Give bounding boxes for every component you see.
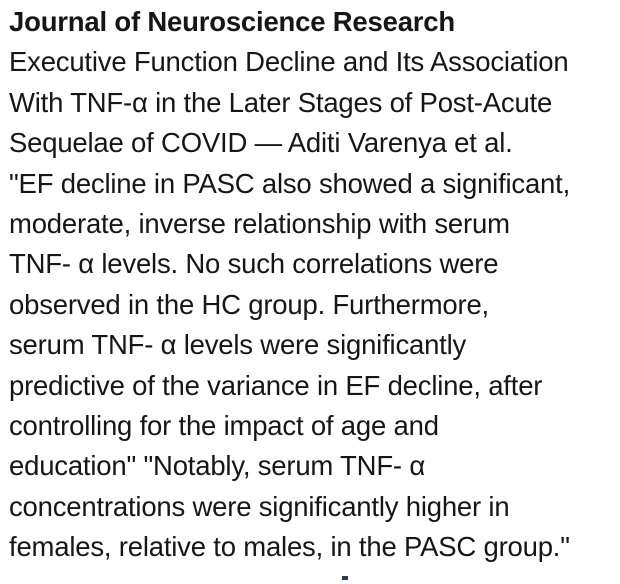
quote-line: controlling for the impact of age and — [9, 410, 439, 442]
quote-line: education" "Notably, serum TNF- α — [9, 450, 426, 482]
quote-line: concentrations were significantly higher… — [9, 490, 510, 522]
quote-line: TNF- α levels. No such correlations were — [9, 248, 499, 280]
quote-line: serum TNF- α levels were significantly — [9, 329, 467, 361]
citation-line: With TNF-α in the Later Stages of Post-A… — [9, 86, 553, 118]
quote-line: predictive of the variance in EF decline… — [9, 369, 543, 401]
quote-line: observed in the HC group. Furthermore, — [9, 288, 489, 320]
quote-line: moderate, inverse relationship with seru… — [9, 208, 510, 240]
cutoff-text-fragment — [342, 576, 348, 580]
quote-line: "EF decline in PASC also showed a signif… — [9, 167, 571, 199]
citation-line: Sequelae of COVID — Aditi Varenya et al. — [9, 127, 513, 159]
quote-line: females, relative to males, in the PASC … — [9, 531, 570, 563]
citation-line: Executive Function Decline and Its Assoc… — [9, 46, 569, 78]
journal-title: Journal of Neuroscience Research — [9, 6, 455, 37]
